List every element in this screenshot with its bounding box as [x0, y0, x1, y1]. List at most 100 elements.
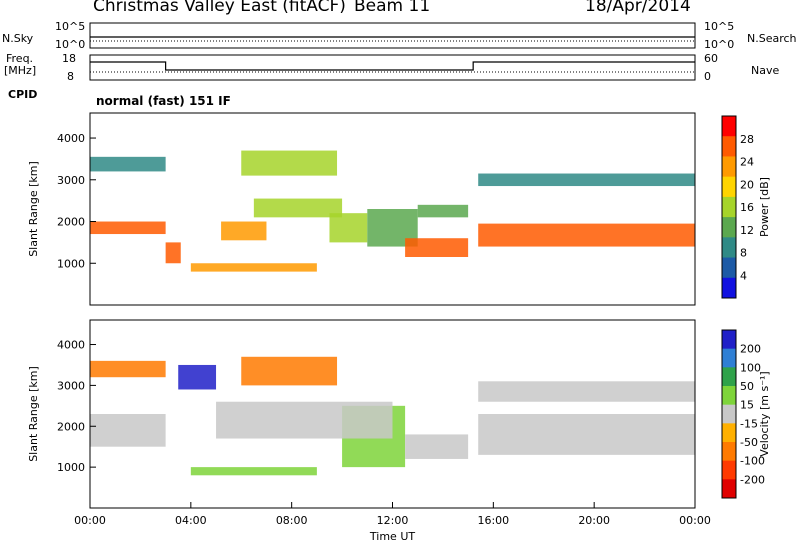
velocity-ylabel: Slant Range [km] — [27, 366, 40, 462]
nsky-panel-frame — [89, 22, 696, 49]
velocity-colorbar-cell-0 — [722, 330, 736, 350]
power-colorbar-tick-6: 4 — [740, 269, 747, 282]
xtick-label-5: 20:00 — [578, 514, 610, 527]
velocity-colorbar-tick-6: -100 — [740, 455, 765, 468]
power-colorbar-cell-2 — [722, 156, 736, 178]
date-label: 18/Apr/2014 — [585, 0, 691, 16]
power-colorbar-cell-4 — [722, 196, 736, 218]
power-colorbar-frame — [721, 115, 737, 299]
frequency-trace — [90, 61, 695, 71]
velocity-colorbar-tick-3: 15 — [740, 399, 754, 412]
nave-axis-bottom: 0 — [704, 70, 711, 83]
freq-axis-bottom: 8 — [67, 70, 74, 83]
velocity-colorbar-cell-2 — [722, 367, 736, 387]
velocity-colorbar-tick-4: -15 — [740, 417, 758, 430]
power-ytick-label-2: 3000 — [57, 174, 85, 187]
power-ytick-label-0: 1000 — [57, 257, 85, 270]
velocity-colorbar-tick-7: -200 — [740, 473, 765, 486]
velocity-scatter-band-9 — [478, 381, 695, 402]
velocity-colorbar-label: Velocity [m s⁻¹] — [758, 371, 771, 456]
velocity-colorbar-cell-6 — [722, 442, 736, 462]
velocity-colorbar-cell-7 — [722, 460, 736, 480]
power-panel-frame — [89, 112, 696, 306]
power-colorbar-cell-3 — [722, 176, 736, 198]
power-scatter-band-6 — [190, 263, 317, 272]
power-colorbar-tick-3: 16 — [740, 201, 754, 214]
power-scatter-band-9 — [405, 238, 469, 257]
nsky-axis-top: 10^5 — [55, 20, 86, 33]
power-scatter-band-1 — [90, 156, 166, 172]
nsearch-axis-bottom: 10^0 — [704, 38, 735, 51]
nave-axis-top: 60 — [704, 52, 718, 65]
power-scatter-band-11 — [478, 223, 695, 247]
power-scatter-band-5 — [253, 198, 343, 218]
power-colorbar-cell-5 — [722, 217, 736, 238]
power-scatter-band-4 — [241, 150, 338, 176]
power-colorbar-cell-8 — [722, 277, 736, 299]
xtick-label-6: 00:00 — [679, 514, 711, 527]
nave-label: Nave — [751, 64, 780, 77]
velocity-scatter-band-8 — [478, 414, 695, 455]
velocity-scatter-band-6 — [216, 401, 393, 439]
velocity-ytick-label-3: 4000 — [57, 339, 85, 352]
velocity-colorbar-tick-0: 200 — [740, 343, 761, 356]
velocity-scatter-band-1 — [90, 360, 166, 378]
nsky-label: N.Sky — [2, 32, 34, 45]
power-colorbar-tick-5: 8 — [740, 247, 747, 260]
beam-label: Beam 11 — [354, 0, 431, 16]
cpid-text: normal (fast) 151 IF — [96, 94, 231, 108]
power-colorbar-cell-7 — [722, 257, 736, 279]
nsearch-label: N.Search — [747, 32, 797, 45]
velocity-ytick-label-1: 2000 — [57, 420, 85, 433]
power-ytick-label-1: 2000 — [57, 216, 85, 229]
velocity-colorbar-cell-5 — [722, 423, 736, 443]
velocity-scatter-band-7 — [405, 434, 469, 459]
freq-label-line2: [MHz] — [4, 64, 37, 77]
power-scatter-band-0 — [90, 221, 166, 235]
freq-label-line1: Freq. — [6, 52, 34, 65]
freq-panel-frame — [89, 54, 696, 81]
power-ytick-label-3: 4000 — [57, 132, 85, 145]
velocity-colorbar-tick-5: -50 — [740, 436, 758, 449]
velocity-scatter-band-2 — [178, 364, 217, 390]
xtick-label-1: 04:00 — [175, 514, 207, 527]
velocity-ytick-label-2: 3000 — [57, 379, 85, 392]
velocity-colorbar-tick-2: 50 — [740, 380, 754, 393]
power-ylabel: Slant Range [km] — [27, 161, 40, 257]
xtick-label-0: 00:00 — [74, 514, 106, 527]
power-scatter-band-2 — [165, 242, 181, 264]
xtick-label-4: 16:00 — [477, 514, 509, 527]
power-scatter-band-12 — [478, 173, 695, 187]
cpid-label: CPID — [8, 88, 38, 101]
velocity-colorbar-cell-4 — [722, 404, 736, 424]
power-colorbar-cell-6 — [722, 237, 736, 259]
velocity-colorbar-frame — [721, 329, 737, 499]
velocity-scatter-band-3 — [241, 356, 338, 386]
power-colorbar-tick-4: 12 — [740, 224, 754, 237]
velocity-scatter-band-0 — [90, 414, 166, 447]
velocity-colorbar-cell-8 — [722, 479, 736, 499]
velocity-colorbar-cell-3 — [722, 386, 736, 406]
power-colorbar-cell-1 — [722, 136, 736, 157]
velocity-scatter-band-4 — [190, 467, 317, 476]
velocity-colorbar-tick-1: 100 — [740, 361, 761, 374]
power-colorbar-cell-0 — [722, 116, 736, 137]
power-colorbar-tick-2: 20 — [740, 178, 754, 191]
freq-axis-top: 18 — [62, 52, 76, 65]
power-colorbar-label: Power [dB] — [758, 177, 771, 237]
nsearch-axis-top: 10^5 — [704, 20, 735, 33]
velocity-colorbar-cell-1 — [722, 348, 736, 368]
power-scatter-band-10 — [417, 204, 469, 218]
velocity-ytick-label-0: 1000 — [57, 461, 85, 474]
power-scatter-band-7 — [329, 213, 368, 243]
nsky-axis-bottom: 10^0 — [55, 38, 86, 51]
xtick-label-3: 12:00 — [377, 514, 409, 527]
radar-title: Christmas Valley East (fitACF) — [93, 0, 346, 16]
power-colorbar-tick-0: 28 — [740, 133, 754, 146]
xaxis-label: Time UT — [369, 530, 415, 543]
xtick-label-2: 08:00 — [276, 514, 308, 527]
power-colorbar-tick-1: 24 — [740, 156, 754, 169]
power-scatter-band-3 — [221, 221, 267, 241]
